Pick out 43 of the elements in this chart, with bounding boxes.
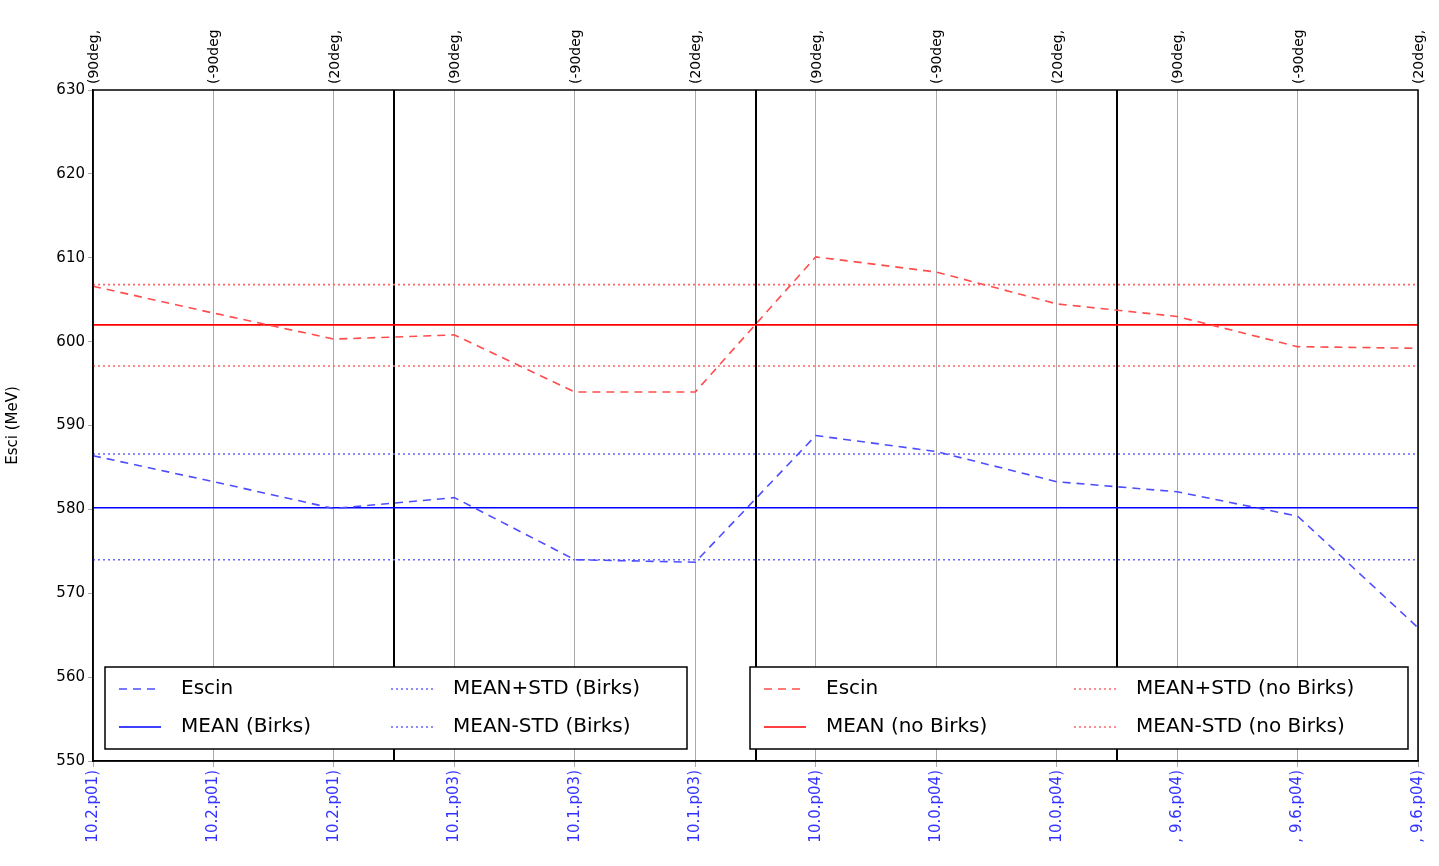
y-tick-label: 570 [56, 583, 85, 602]
y-tick-label: 560 [56, 667, 85, 686]
text: (-90deg [1289, 29, 1306, 84]
text: (20deg, [687, 29, 704, 84]
legend-label: MEAN-STD (Birks) [453, 713, 631, 738]
text: (-90deg [928, 29, 945, 84]
x-tick-label: , 9.6.p04) [1287, 770, 1306, 843]
y-tick-label: 630 [56, 79, 85, 98]
y-tick-label: 550 [56, 750, 85, 769]
y-tick-label: 610 [56, 247, 85, 266]
legend-label: Escin [826, 675, 879, 700]
y-tick-label: 590 [56, 415, 85, 434]
legend-label: MEAN+STD (no Birks) [1136, 675, 1355, 700]
y-tick-label: 620 [56, 163, 85, 182]
text: (-90deg [205, 29, 222, 84]
x-tick-label: 10.0.p04) [805, 770, 824, 843]
text: (-90deg [566, 29, 583, 84]
legend-label: MEAN (Birks) [181, 713, 311, 738]
y-tick-label: 600 [56, 331, 85, 350]
legend-label: MEAN+STD (Birks) [453, 675, 641, 700]
legend-label: MEAN (no Birks) [826, 713, 988, 738]
x-tick-label: 10.0.p04) [926, 770, 945, 843]
text: (90deg, [85, 29, 101, 84]
x-tick-label: 10.2.p01) [323, 770, 342, 843]
text: (20deg, [1048, 29, 1065, 84]
text: (90deg, [446, 29, 463, 84]
y-axis-title: Esci (MeV) [2, 386, 21, 465]
x-tick-label: 10.2.p01) [82, 770, 101, 843]
text: (90deg, [1169, 29, 1186, 84]
legend-label: Escin [181, 675, 234, 700]
x-tick-label: , 9.6.p04) [1166, 770, 1185, 843]
line-series [92, 434, 1419, 629]
text: (90deg, [807, 29, 824, 84]
text: (20deg, [325, 29, 342, 84]
x-tick-label: 10.1.p03) [685, 770, 704, 843]
x-tick-label: , 9.6.p04) [1407, 770, 1426, 843]
x-tick-label: 10.1.p03) [444, 770, 463, 843]
x-tick-label: 10.1.p03) [564, 770, 583, 843]
legend-label: MEAN-STD (no Birks) [1136, 713, 1345, 738]
x-tick-label: 10.2.p01) [203, 770, 222, 843]
text: (20deg, [1410, 29, 1426, 84]
x-tick-label: 10.0.p04) [1046, 770, 1065, 843]
y-tick-label: 580 [56, 499, 85, 518]
